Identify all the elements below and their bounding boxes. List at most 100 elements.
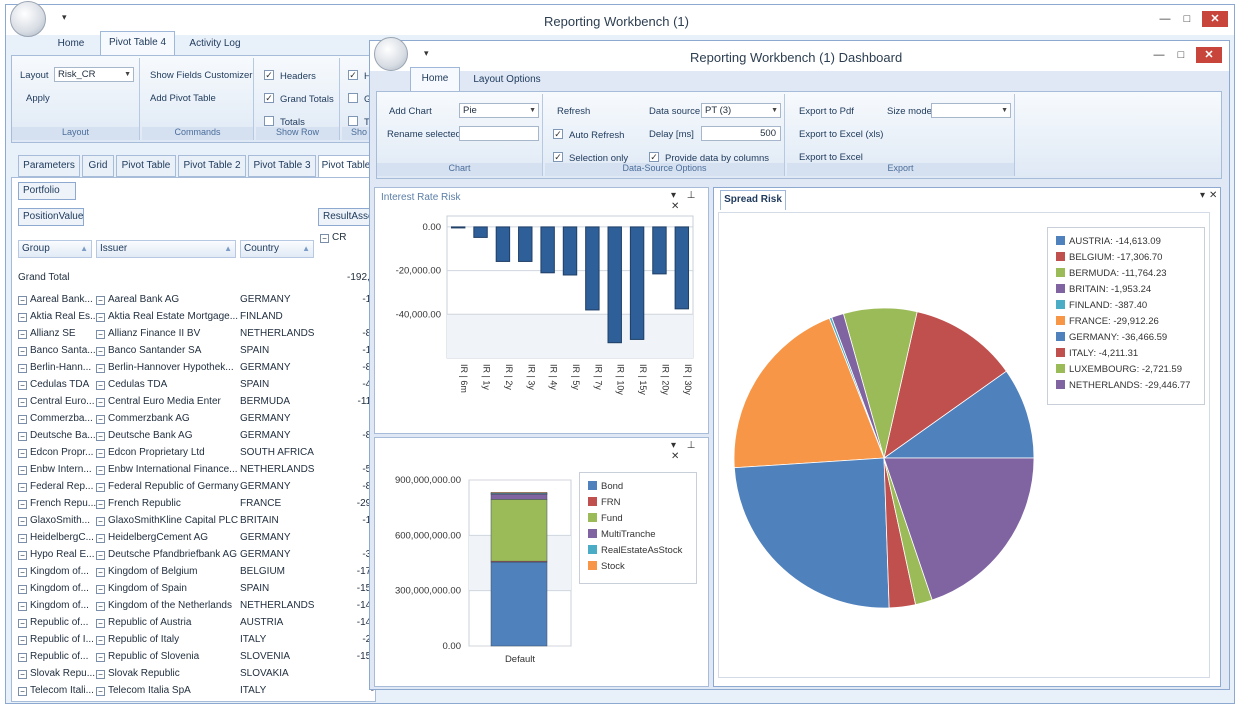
collapse-icon[interactable]: − (96, 500, 105, 509)
table-row[interactable]: − Kingdom of... − Kingdom of the Netherland… (18, 597, 375, 614)
bar[interactable] (607, 226, 622, 344)
panel-controls-icon[interactable]: ▾ ⊥ ✕ (671, 440, 700, 462)
collapse-icon[interactable]: − (96, 449, 105, 458)
collapse-icon[interactable]: − (96, 551, 105, 560)
dashboard-tab-home[interactable]: Home (410, 67, 460, 91)
collapse-icon[interactable]: − (96, 670, 105, 679)
table-row[interactable]: − HeidelbergC... − HeidelbergCement AG GERMA… (18, 529, 375, 546)
grand-totals-checkbox[interactable]: ✓ (264, 93, 274, 103)
table-row[interactable]: − Enbw Intern... − Enbw International Finan… (18, 461, 375, 478)
collapse-icon[interactable]: − (96, 517, 105, 526)
col-totals-checkbox[interactable] (348, 116, 358, 126)
table-row[interactable]: − Kingdom of... − Kingdom of Spain SPAIN -15, (18, 580, 375, 597)
app-orb-icon[interactable] (10, 1, 46, 37)
export-excel-xls-button[interactable]: Export to Excel (xls) (799, 129, 884, 140)
collapse-icon[interactable]: − (96, 398, 105, 407)
issuer-column-header[interactable]: Issuer ▲ (96, 240, 236, 258)
collapse-icon[interactable]: − (96, 483, 105, 492)
bar[interactable] (495, 226, 511, 262)
apply-button[interactable]: Apply (26, 93, 50, 104)
table-row[interactable]: − Berlin-Hann... − Berlin-Hannover Hypothek… (18, 359, 375, 376)
sheet-tab-pivot-table-2[interactable]: Pivot Table 2 (178, 155, 246, 177)
table-row[interactable]: − Allianz SE − Allianz Finance II BV NETHERL… (18, 325, 375, 342)
rename-selected-input[interactable] (459, 126, 539, 141)
maximize-button[interactable]: □ (1183, 13, 1191, 25)
collapse-icon[interactable]: − (18, 330, 27, 339)
pie-slice[interactable] (882, 370, 1035, 459)
collapse-icon[interactable]: − (96, 602, 105, 611)
data-source-combo[interactable]: PT (3) ▼ (701, 103, 781, 118)
collapse-icon[interactable]: − (320, 234, 329, 243)
table-row[interactable]: − Federal Rep... − Federal Republic of Germ… (18, 478, 375, 495)
auto-refresh-checkbox[interactable]: ✓ (553, 129, 563, 139)
table-row[interactable]: − Republic of... − Republic of Austria AUSTR… (18, 614, 375, 631)
collapse-icon[interactable]: − (18, 466, 27, 475)
bar[interactable] (585, 226, 600, 311)
collapse-icon[interactable]: − (96, 432, 105, 441)
result-asset-field[interactable]: ResultAsset (318, 208, 375, 226)
collapse-icon[interactable]: − (18, 398, 27, 407)
pie-slice[interactable] (883, 311, 1007, 459)
collapse-icon[interactable]: − (18, 568, 27, 577)
tab-activity-log[interactable]: Activity Log (189, 38, 241, 49)
collapse-icon[interactable]: − (96, 296, 105, 305)
collapse-icon[interactable]: − (18, 551, 27, 560)
show-fields-customizer-button[interactable]: Show Fields Customizer (150, 70, 253, 81)
collapse-icon[interactable]: − (96, 347, 105, 356)
bar[interactable] (518, 226, 533, 262)
stacked-bar-segment[interactable] (490, 492, 548, 494)
panel-controls-icon[interactable]: ▾✕ (1200, 190, 1222, 201)
bar[interactable] (450, 226, 466, 229)
pie-slice[interactable] (733, 317, 885, 469)
collapse-icon[interactable]: − (18, 517, 27, 526)
table-row[interactable]: − Edcon Propr... − Edcon Proprietary Ltd SOU… (18, 444, 375, 461)
collapse-icon[interactable]: − (18, 500, 27, 509)
collapse-icon[interactable]: − (96, 466, 105, 475)
collapse-icon[interactable]: − (18, 602, 27, 611)
collapse-icon[interactable]: − (96, 330, 105, 339)
tab-home[interactable]: Home (57, 38, 85, 49)
collapse-icon[interactable]: − (96, 381, 105, 390)
group-column-header[interactable]: Group ▲ (18, 240, 92, 258)
collapse-icon[interactable]: − (96, 619, 105, 628)
table-row[interactable]: −Deutsche Ba...−Deutsche Bank AGGERMANY-… (18, 427, 375, 444)
selection-only-checkbox[interactable]: ✓ (553, 152, 563, 162)
collapse-icon[interactable]: − (96, 415, 105, 424)
stacked-bar-segment[interactable] (490, 499, 548, 562)
collapse-icon[interactable]: − (96, 534, 105, 543)
pie-slice[interactable] (883, 457, 1035, 601)
dashboard-minimize-button[interactable]: — (1153, 49, 1165, 61)
collapse-icon[interactable]: − (96, 636, 105, 645)
col-grand-totals-checkbox[interactable] (348, 93, 358, 103)
provide-by-columns-checkbox[interactable]: ✓ (649, 152, 659, 162)
collapse-icon[interactable]: − (18, 483, 27, 492)
cr-column-header[interactable]: − CR (320, 232, 346, 243)
tab-pivot-table-4[interactable]: Pivot Table 4 (100, 31, 175, 55)
portfolio-field[interactable]: Portfolio (18, 182, 76, 200)
collapse-icon[interactable]: − (96, 364, 105, 373)
stacked-bar-segment[interactable] (490, 561, 548, 647)
country-column-header[interactable]: Country ▲ (240, 240, 314, 258)
table-row[interactable]: − Republic of... − Republic of Slovenia SLOV… (18, 648, 375, 665)
collapse-icon[interactable]: − (18, 619, 27, 628)
collapse-icon[interactable]: − (18, 687, 27, 696)
collapse-icon[interactable]: − (96, 653, 105, 662)
collapse-icon[interactable]: − (96, 313, 105, 322)
table-row[interactable]: − Republic of I... − Republic of Italy ITALY… (18, 631, 375, 648)
stacked-bar-segment[interactable] (490, 493, 548, 500)
table-row[interactable]: − Aktia Real Es... − Aktia Real Estate Mort… (18, 308, 375, 325)
spread-risk-tab[interactable]: Spread Risk (720, 190, 786, 210)
totals-checkbox[interactable] (264, 116, 274, 126)
collapse-icon[interactable]: − (96, 585, 105, 594)
table-row[interactable]: − Telecom Itali... − Telecom Italia SpA ITAL… (18, 682, 375, 699)
table-row[interactable]: − Hypo Real E... − Deutsche Pfandbriefbank … (18, 546, 375, 563)
collapse-icon[interactable]: − (96, 687, 105, 696)
panel-controls-icon[interactable]: ▾ ⊥ ✕ (671, 190, 700, 212)
refresh-button[interactable]: Refresh (557, 106, 591, 117)
table-row[interactable]: − GlaxoSmith... − GlaxoSmithKline Capital P… (18, 512, 375, 529)
dashboard-close-button[interactable]: ✕ (1196, 47, 1222, 63)
collapse-icon[interactable]: − (18, 381, 27, 390)
